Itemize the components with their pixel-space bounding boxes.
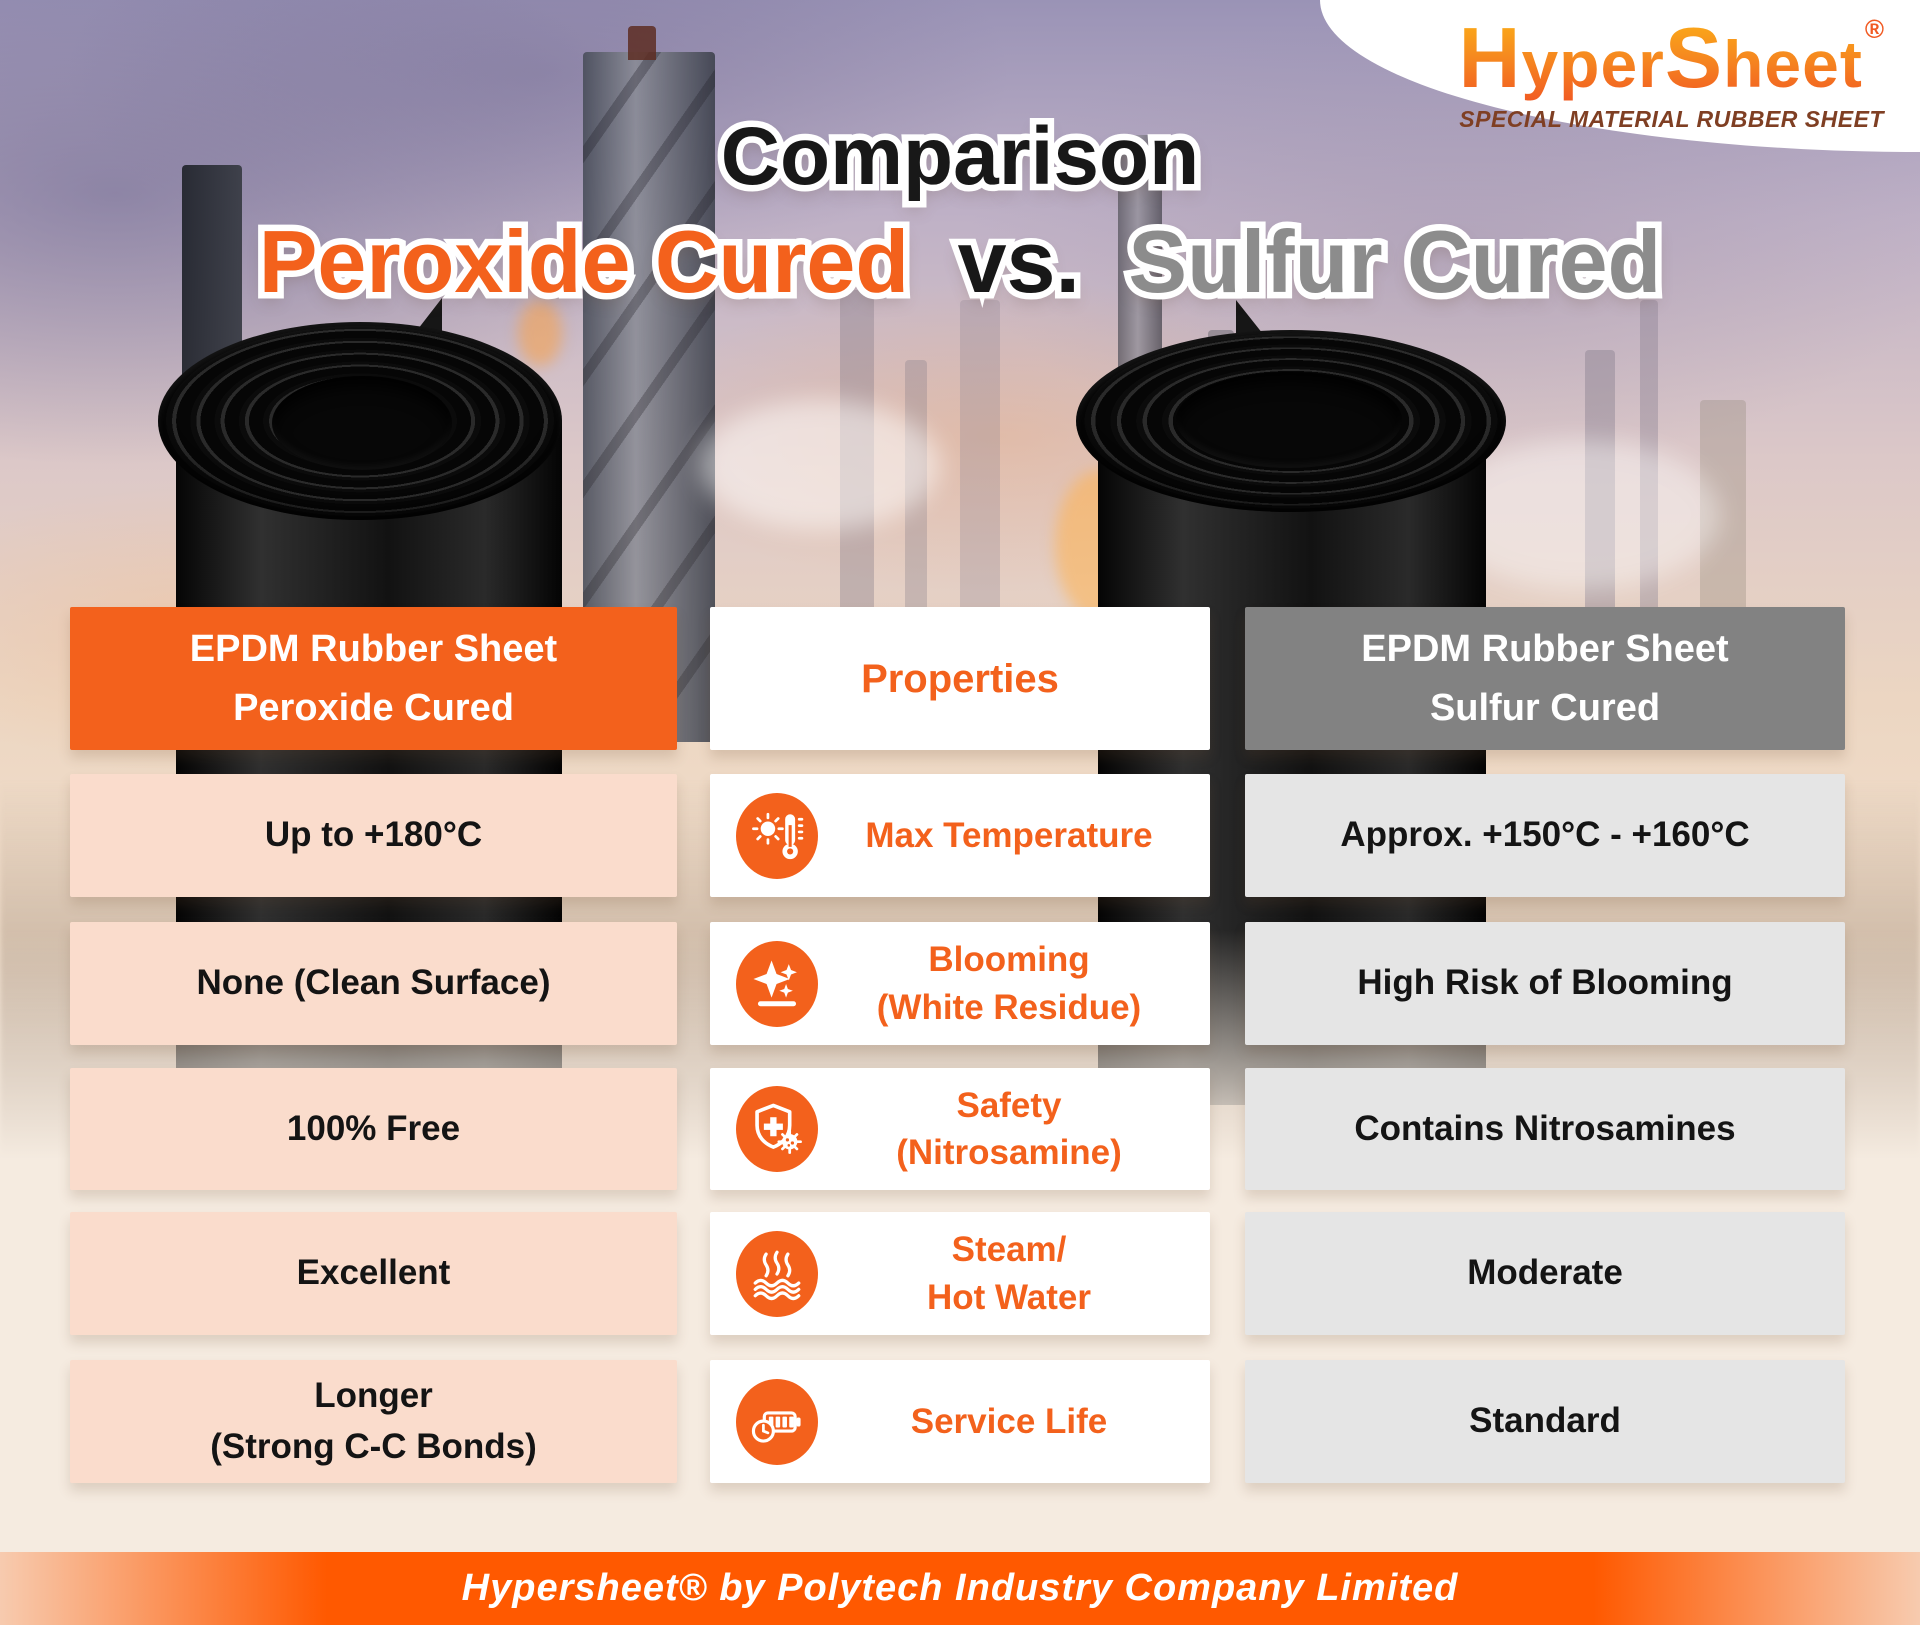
title-comparison: Comparison Comparison [714, 109, 1205, 204]
page-title: Comparison Comparison Peroxide Cured Perox… [0, 109, 1920, 312]
sulfur-cell-safety: Contains Nitrosamines [1245, 1068, 1845, 1190]
peroxide-cell-blooming: None (Clean Surface) [70, 922, 677, 1045]
title-vs: vs. [957, 212, 1080, 311]
sulfur-cell-service-life: Standard [1245, 1360, 1845, 1483]
property-cell-service-life: Service Life [710, 1360, 1210, 1483]
sulfur-column-header: EPDM Rubber Sheet Sulfur Cured [1245, 607, 1845, 750]
light-glow [518, 300, 562, 366]
peroxide-cell-service-life: Longer (Strong C-C Bonds) [70, 1360, 677, 1483]
registered-trademark-icon: ® [1864, 14, 1884, 44]
steam-haze [1440, 440, 1720, 590]
logo-wordmark: HyperSheet® [1458, 16, 1884, 102]
sulfur-cell-steam: Moderate [1245, 1212, 1845, 1335]
footer-band: Hypersheet® by Polytech Industry Company… [0, 1552, 1920, 1625]
rubber-roll-right-core [1176, 372, 1402, 468]
peroxide-cell-safety: 100% Free [70, 1068, 677, 1190]
peroxide-cell-steam: Excellent [70, 1212, 677, 1335]
title-comparison-text: Comparison [720, 111, 1200, 202]
title-sulfur-cured: Sulfur Cured [1128, 212, 1662, 311]
sulfur-cell-max-temperature: Approx. +150°C - +160°C [1245, 774, 1845, 897]
property-cell-blooming: Blooming (White Residue) [710, 922, 1210, 1045]
safety-shield-icon [736, 1086, 818, 1172]
title-versus-line: Peroxide Cured Peroxide Cured vs. vs. Sulf… [252, 211, 1668, 312]
service-life-battery-icon [736, 1378, 818, 1465]
sulfur-cell-blooming: High Risk of Blooming [1245, 922, 1845, 1045]
peroxide-column-header: EPDM Rubber Sheet Peroxide Cured [70, 607, 677, 750]
temperature-icon [736, 792, 818, 879]
tower-tip [628, 26, 656, 60]
hypersheet-logo: HyperSheet® Special Material Rubber Shee… [1458, 16, 1884, 131]
logo-text-hyper: Hyper [1458, 10, 1665, 106]
properties-column-header: Properties [710, 607, 1210, 750]
rubber-roll-left-core [272, 376, 452, 470]
footer-company-text: Hypersheet® by Polytech Industry Company… [461, 1567, 1459, 1609]
property-cell-max-temperature: Max Temperature [710, 774, 1210, 897]
steam-icon [736, 1230, 818, 1317]
steam-haze [700, 400, 940, 530]
property-cell-safety: Safety (Nitrosamine) [710, 1068, 1210, 1190]
tower-silhouette [1640, 300, 1658, 680]
property-cell-steam: Steam/Hot Water [710, 1212, 1210, 1335]
blooming-sparkle-icon [736, 940, 818, 1027]
title-peroxide-cured: Peroxide Cured [258, 212, 910, 311]
logo-tagline: Special Material Rubber Sheet [1459, 105, 1884, 132]
peroxide-cell-max-temperature: Up to +180°C [70, 774, 677, 897]
logo-text-sheet: Sheet [1664, 10, 1863, 106]
